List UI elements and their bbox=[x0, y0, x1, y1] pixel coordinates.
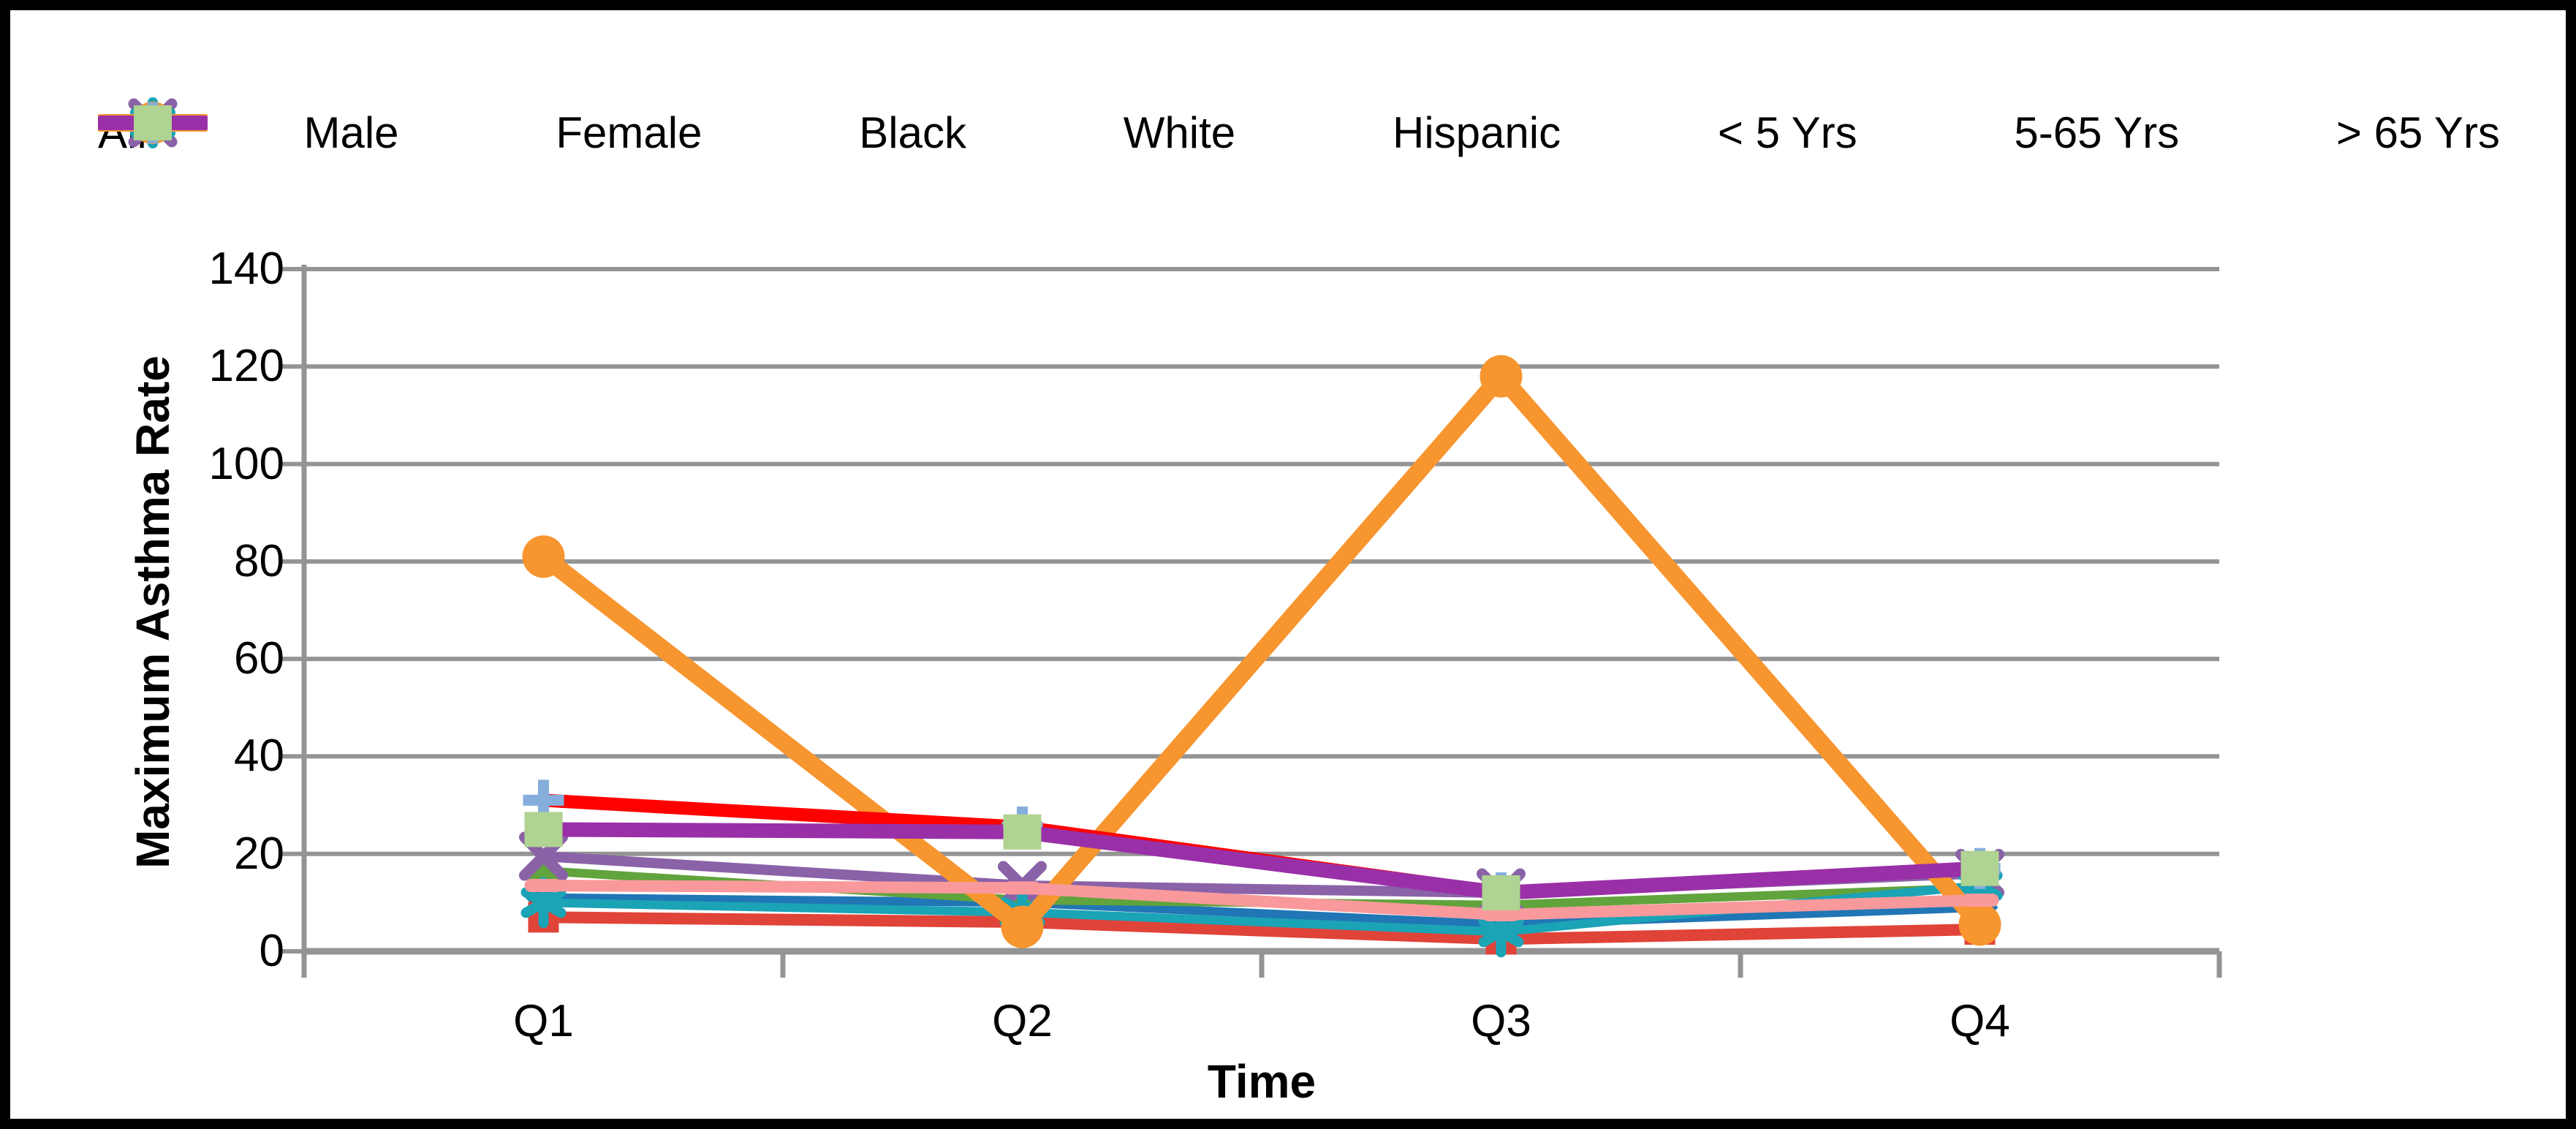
circle-marker bbox=[1001, 905, 1044, 948]
y-tick-label-100: 100 bbox=[208, 438, 284, 489]
legend-label-female: Female bbox=[556, 108, 702, 157]
chart-plot-area bbox=[279, 265, 2222, 978]
legend-label--5-yrs: < 5 Yrs bbox=[1717, 108, 1857, 157]
legend-label-hispanic: Hispanic bbox=[1392, 108, 1561, 157]
circle-marker bbox=[1958, 903, 2001, 946]
y-tick-label-140: 140 bbox=[208, 243, 284, 294]
dash-marker bbox=[1961, 894, 1999, 907]
square-marker bbox=[1003, 814, 1042, 850]
legend-label-white: White bbox=[1123, 108, 1236, 157]
square-marker bbox=[134, 105, 172, 140]
y-tick-label-20: 20 bbox=[234, 828, 284, 879]
y-tick-label-120: 120 bbox=[208, 341, 284, 392]
square-marker bbox=[524, 812, 563, 847]
legend-label--65-yrs: > 65 Yrs bbox=[2336, 108, 2500, 157]
x-tick-label-q4: Q4 bbox=[1950, 996, 2010, 1046]
series-line-male bbox=[537, 911, 1986, 945]
circle-marker bbox=[1480, 355, 1523, 398]
series-line--65-yrs bbox=[536, 822, 1988, 901]
y-tick-label-0: 0 bbox=[259, 926, 284, 976]
dash-marker bbox=[524, 879, 563, 893]
x-axis-title: Time bbox=[1207, 1055, 1317, 1108]
series-line-5-65-yrs bbox=[537, 880, 1986, 921]
triangle-marker bbox=[525, 851, 562, 886]
dash-marker bbox=[1003, 881, 1042, 895]
y-tick-label-80: 80 bbox=[234, 535, 284, 586]
legend: All Male Female Black White Hispanic < 5 Yrs 5-… bbox=[98, 97, 2500, 170]
series-line-hispanic bbox=[534, 367, 1989, 936]
legend-item--65-yrs: > 65 Yrs bbox=[98, 105, 2500, 157]
legend-label-5-65-yrs: 5-65 Yrs bbox=[2014, 108, 2180, 157]
y-tick-label-60: 60 bbox=[234, 633, 284, 684]
legend-swatch--65-yrs bbox=[98, 105, 208, 140]
x-tick-label-q2: Q2 bbox=[992, 996, 1053, 1046]
circle-marker bbox=[522, 535, 565, 578]
legend-label-black: Black bbox=[859, 108, 966, 157]
dash-marker bbox=[1482, 908, 1520, 922]
x-tick-label-q3: Q3 bbox=[1471, 996, 1531, 1046]
y-tick-label-40: 40 bbox=[234, 730, 284, 782]
x-tick-label-q1: Q1 bbox=[513, 996, 574, 1046]
square-marker bbox=[1482, 875, 1520, 911]
square-marker bbox=[1961, 850, 1999, 886]
legend-label-male: Male bbox=[303, 108, 399, 157]
series-line-all bbox=[539, 893, 1985, 929]
